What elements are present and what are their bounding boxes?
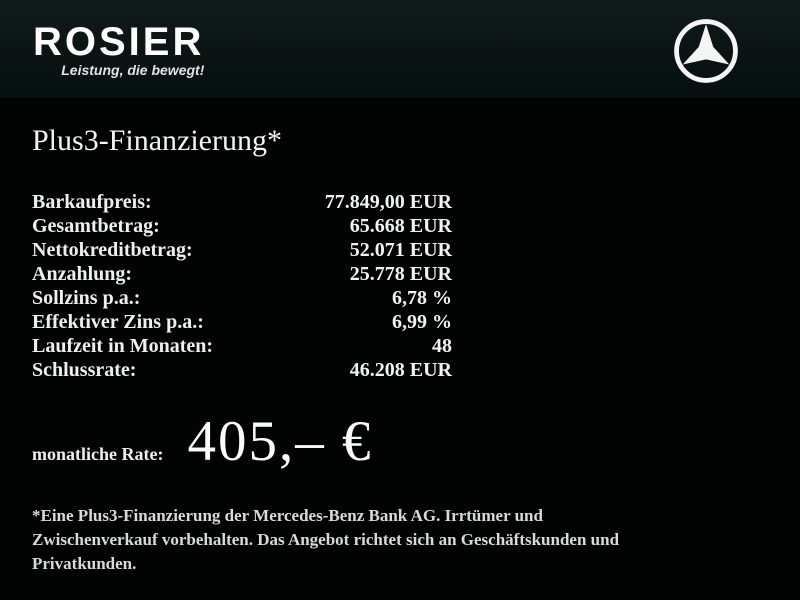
monthly-rate-value: 405,– €	[187, 410, 373, 473]
rosier-logo-tagline: Leistung, die bewegt!	[61, 62, 205, 78]
table-row: Nettokreditbetrag: 52.071 EUR	[32, 238, 452, 262]
table-row: Effektiver Zins p.a.: 6,99 %	[32, 310, 452, 334]
row-label: Gesamtbetrag:	[32, 215, 160, 237]
monthly-rate-label: monatliche Rate:	[32, 444, 164, 464]
row-value: 46.208 EUR	[349, 359, 452, 381]
row-value: 65.668 EUR	[349, 215, 452, 237]
row-label: Laufzeit in Monaten:	[32, 335, 214, 357]
row-label: Schlussrate:	[32, 359, 137, 381]
row-value: 6,78 %	[392, 287, 452, 309]
table-row: Sollzins p.a.: 6,78 %	[32, 286, 452, 310]
row-label: Barkaufpreis:	[32, 191, 152, 213]
row-value: 48	[432, 335, 452, 357]
table-row: Schlussrate: 46.208 EUR	[32, 358, 452, 382]
table-row: Barkaufpreis: 77.849,00 EUR	[32, 190, 452, 214]
footnote-text: *Eine Plus3-Finanzierung der Mercedes-Be…	[32, 506, 620, 573]
mercedes-star-icon	[674, 19, 738, 83]
row-label: Anzahlung:	[32, 263, 133, 285]
table-row: Laufzeit in Monaten: 48	[32, 334, 452, 358]
table-row: Gesamtbetrag: 65.668 EUR	[32, 214, 452, 238]
row-value: 25.778 EUR	[349, 263, 452, 285]
row-label: Nettokreditbetrag:	[32, 239, 193, 261]
rosier-logo: ROSIER Leistung, die bewegt!	[33, 20, 205, 78]
monthly-rate: monatliche Rate: 405,– €	[32, 413, 372, 470]
financing-table: Barkaufpreis: 77.849,00 EUR Gesamtbetrag…	[32, 190, 452, 382]
row-label: Sollzins p.a.:	[32, 287, 141, 309]
row-value: 77.849,00 EUR	[324, 191, 452, 213]
row-value: 52.071 EUR	[349, 239, 452, 261]
row-label: Effektiver Zins p.a.:	[32, 311, 204, 333]
row-value: 6,99 %	[392, 311, 452, 333]
rosier-logo-text: ROSIER	[33, 20, 205, 64]
page-title: Plus3-Finanzierung*	[32, 124, 282, 157]
header-band: ROSIER Leistung, die bewegt!	[0, 0, 800, 98]
table-row: Anzahlung: 25.778 EUR	[32, 262, 452, 286]
